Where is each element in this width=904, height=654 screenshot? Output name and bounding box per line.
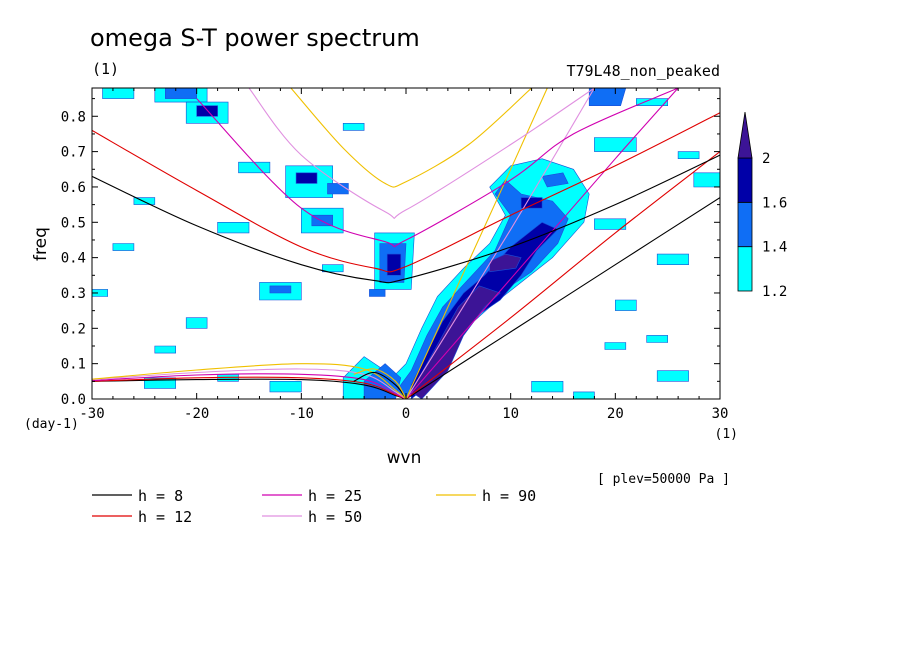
power-region-12 [102,88,135,99]
dispersion-curve-kelvin-h50 [405,88,595,399]
y-tick-label: 0.5 [61,215,86,231]
colorbar-label: 1.6 [762,195,787,211]
level-annotation: [ plev=50000 Pa ] [597,472,730,487]
dispersion-curve-kelvin-h25 [405,88,679,399]
chart-subtitle-left: (1) [92,60,119,78]
dispersion-curve-inertia-gravity-h12 [92,112,720,273]
y-tick-label: 0.3 [61,286,86,302]
power-region-30 [573,391,595,399]
x-tick-label: 30 [712,406,729,422]
x-tick-label: -30 [79,406,104,422]
power-region-5 [154,345,176,354]
power-region-31 [646,335,669,343]
y-axis-label: freq [31,227,51,261]
legend-label: h = 12 [138,508,192,526]
dispersion-curve-rossby-h12 [92,376,407,399]
dispersion-curve-mrg-h8 [353,371,407,399]
dispersion-curve-rossby-h8 [92,378,407,399]
colorbar-band [737,201,753,248]
dispersion-curve-rossby-h50 [92,368,407,399]
power-region-26 [594,137,637,152]
y-tick-label: 0.7 [61,145,86,161]
power-region-46 [295,172,318,184]
power-region-4 [112,243,135,251]
dispersion-curve-rossby-h25 [92,373,407,399]
y-unit-label: (day-1) [24,417,79,432]
y-tick-label: 0.2 [61,321,86,337]
power-region-3 [92,289,108,297]
dispersion-curves [92,88,720,399]
dispersion-curve-kelvin-h90 [405,88,548,399]
power-region-22 [604,342,627,350]
power-region-28 [656,370,689,382]
power-region-17 [321,264,344,273]
power-region-15 [342,123,365,131]
dispersion-curve-inertia-gravity-h50 [248,88,595,219]
x-tick-label: 0 [402,406,410,422]
y-tick-label: 0.1 [61,357,86,373]
colorbar-label: 1.2 [762,284,787,300]
power-region-37 [541,172,569,188]
power-region-9 [238,161,271,174]
power-region-45 [520,197,543,209]
y-tick-label: 0.0 [61,392,86,408]
dispersion-curve-kelvin-h12 [405,151,720,399]
y-tick-label: 0.4 [61,251,86,267]
dispersion-curve-inertia-gravity-h25 [196,88,679,248]
legend: h = 8 h = 12 h = 25 h = 50 h = 90 [92,487,536,526]
legend-label: h = 90 [482,487,536,505]
colorbar-band [737,157,753,203]
power-region-47 [196,105,218,117]
dispersion-curve-kelvin-h8 [405,197,720,399]
dispersion-curve-inertia-gravity-h90 [290,88,532,188]
colorbar-label: 2 [762,151,770,167]
x-tick-label: -10 [289,406,314,422]
x-unit-label: (1) [715,427,738,442]
power-region-23 [614,299,637,311]
chart-subtitle-right: T79L48_non_peaked [566,62,720,80]
power-region-36 [588,88,627,106]
y-tick-label: 0.6 [61,180,86,196]
power-region-21 [594,218,627,230]
power-region-25 [693,172,720,188]
colorbar-label: 1.4 [762,240,787,256]
legend-label: h = 8 [138,487,183,505]
power-region-7 [217,222,250,234]
y-axis: 0.0 0.1 0.2 0.3 0.4 0.5 0.6 0.7 0.8 [61,98,720,408]
power-region-42 [369,289,386,297]
x-axis: -30 -20 -10 0 10 20 30 [79,88,728,422]
colorbar-extend-arrow [737,111,753,159]
y-tick-label: 0.8 [61,109,86,125]
x-axis-label: wvn [387,448,422,468]
dispersion-curve-rossby-h90 [92,363,407,399]
power-region-29 [531,380,564,393]
legend-label: h = 50 [308,508,362,526]
power-region-6 [185,317,208,329]
power-region-24 [656,253,689,266]
colorbar: 1.2 1.4 1.6 2 [737,111,787,300]
power-region-38 [327,183,349,195]
chart-title: omega S-T power spectrum [90,24,420,52]
colorbar-band [737,246,753,292]
dispersion-curve-mrg-h90 [353,368,407,399]
x-tick-label: 10 [502,406,519,422]
x-tick-label: -20 [184,406,209,422]
power-region-27 [635,98,669,106]
power-region-32 [677,151,700,159]
dispersion-curve-inertia-gravity-h8 [92,154,720,284]
power-region-39 [165,88,197,99]
power-region-40 [269,285,292,294]
power-region-35 [363,363,402,399]
legend-label: h = 25 [308,487,362,505]
power-region-20 [269,380,302,393]
x-tick-label: 20 [607,406,624,422]
